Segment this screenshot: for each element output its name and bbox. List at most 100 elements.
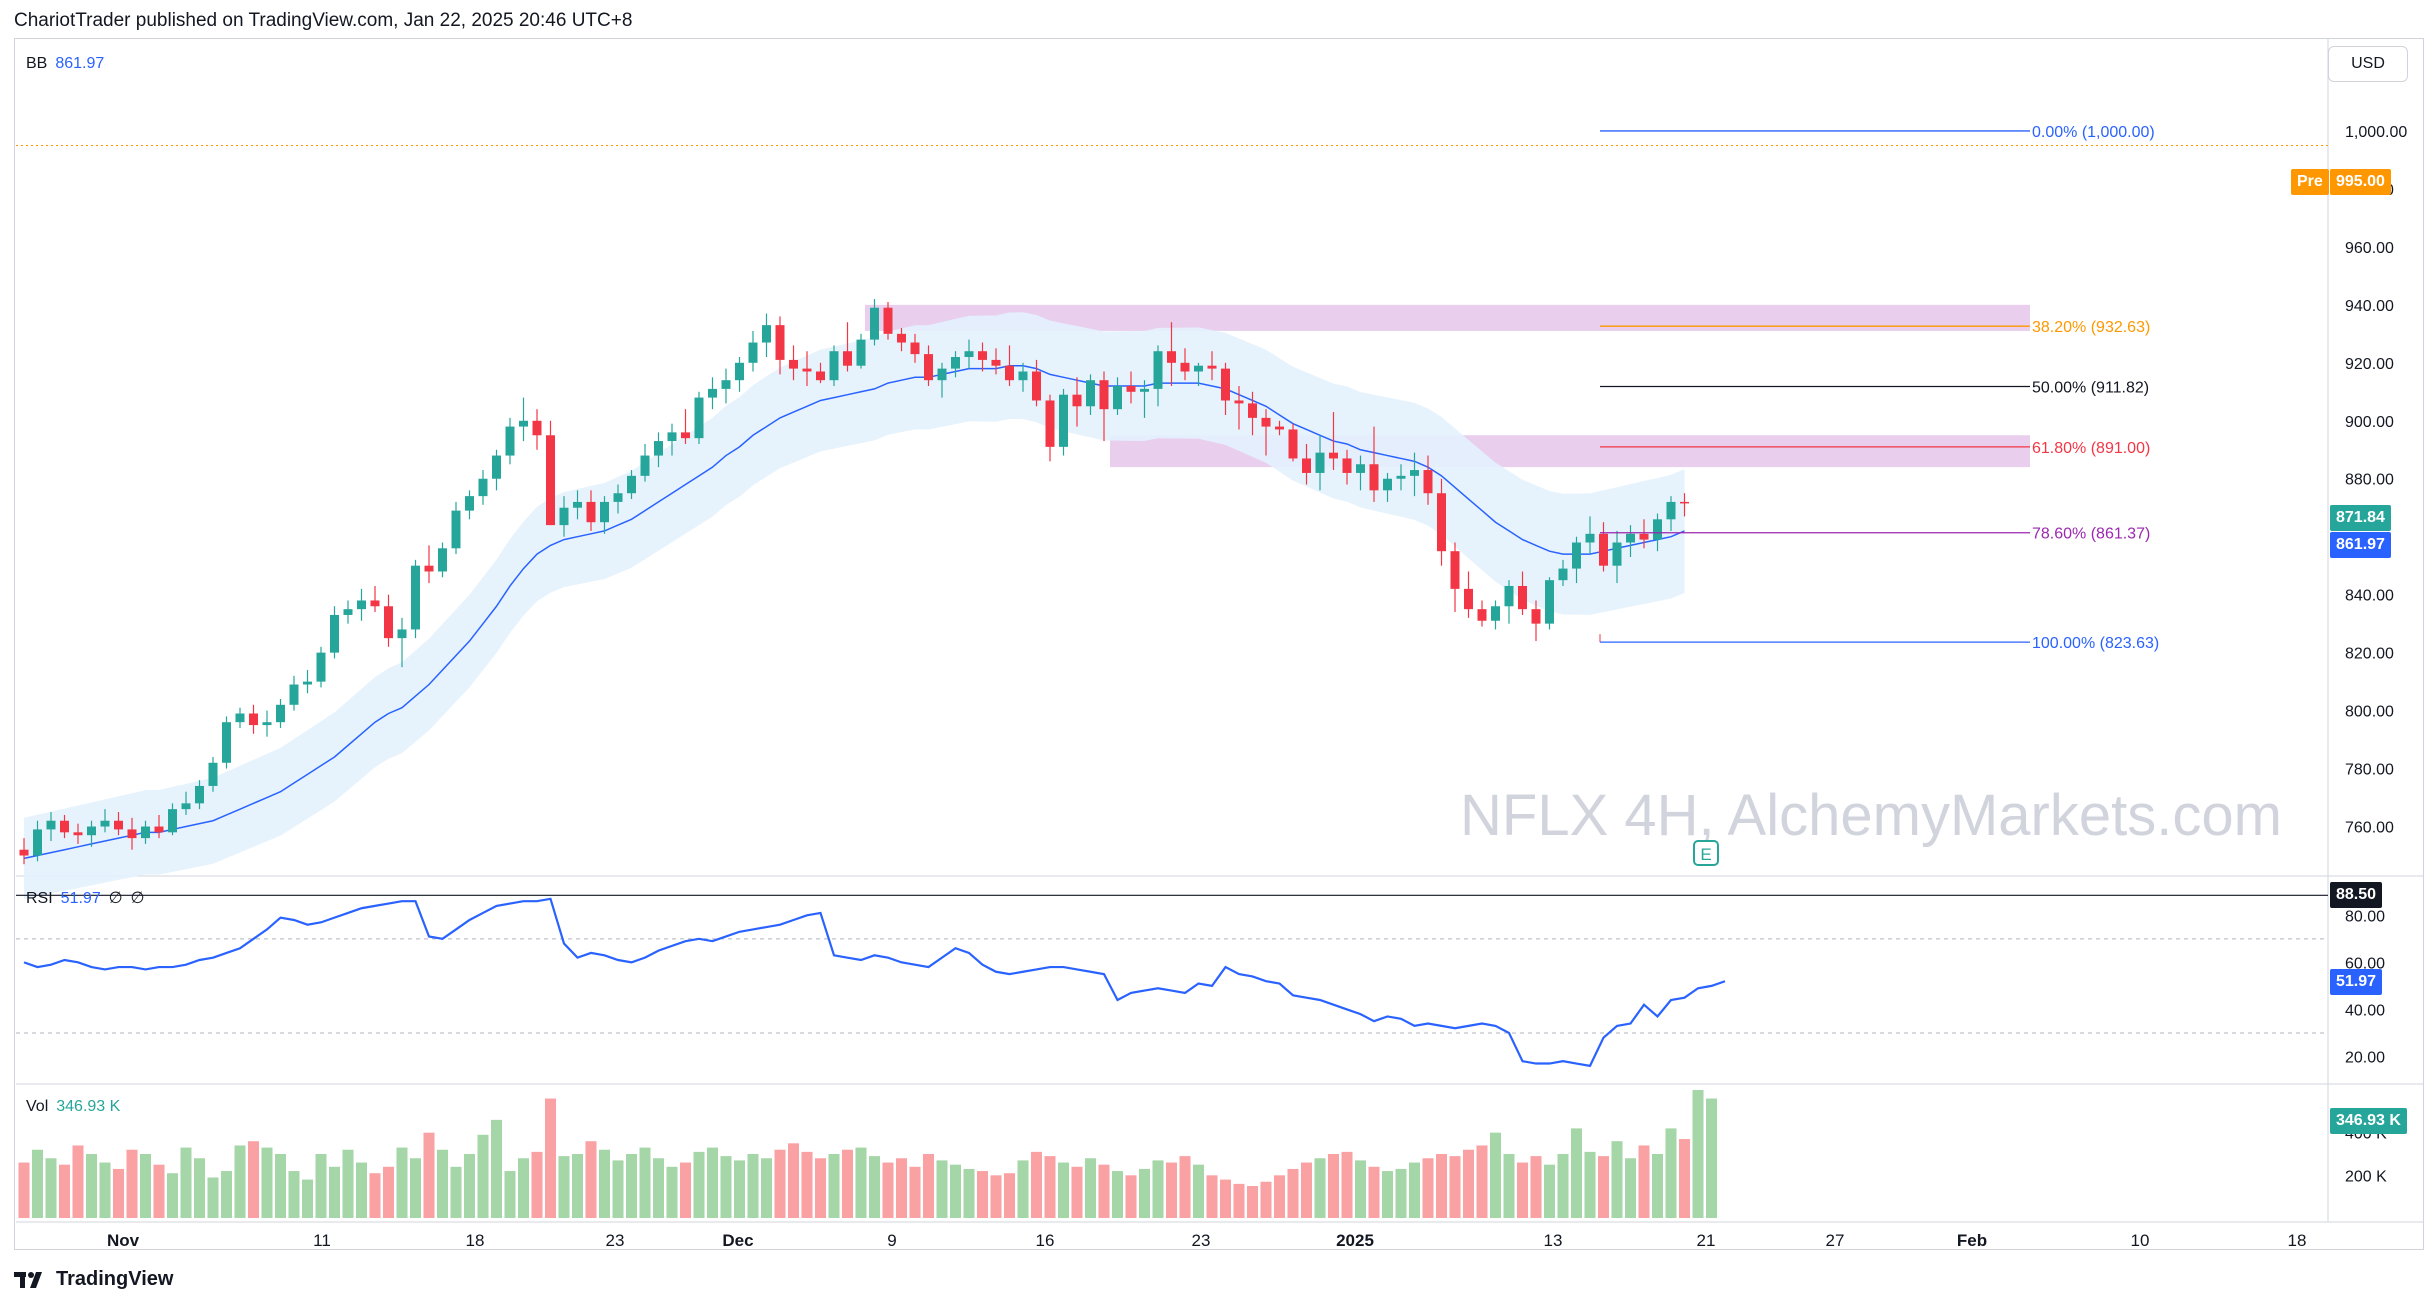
volume-bar: [639, 1147, 651, 1218]
candle-body: [1180, 362, 1190, 372]
candle-body: [1032, 371, 1041, 401]
volume-bar: [1220, 1179, 1231, 1218]
volume-bar: [842, 1149, 853, 1218]
time-tick-label: 18: [2288, 1231, 2307, 1250]
volume-bar: [126, 1149, 138, 1218]
volume-bar: [18, 1162, 30, 1218]
volume-bar: [950, 1164, 961, 1218]
time-tick-label: 16: [1036, 1231, 1055, 1250]
vol-value: 346.93 K: [56, 1098, 121, 1115]
volume-bar: [1449, 1156, 1461, 1218]
volume-bar: [1206, 1175, 1218, 1218]
candle-body: [789, 359, 798, 369]
volume-bar: [1571, 1128, 1582, 1218]
volume-bar: [1584, 1151, 1596, 1218]
candle-body: [154, 826, 164, 833]
candle-body: [1167, 351, 1176, 363]
tradingview-icon: [14, 1271, 42, 1288]
candle-body: [1666, 501, 1676, 520]
candle-body: [883, 307, 893, 334]
volume-bar: [207, 1177, 219, 1218]
bb-value: 861.97: [55, 55, 105, 72]
time-tick-label: 2025: [1336, 1231, 1374, 1250]
volume-bar: [558, 1156, 570, 1218]
candle-body: [1248, 403, 1257, 418]
volume-bar: [815, 1158, 826, 1218]
candle-body: [168, 809, 177, 833]
volume-bar: [59, 1164, 70, 1218]
vol-value-label: 346.93 K: [2330, 1108, 2407, 1134]
candlestick-series: [19, 299, 1689, 865]
candle-body: [802, 368, 812, 372]
volume-bar: [707, 1147, 718, 1218]
volume-bar: [896, 1158, 907, 1218]
tradingview-logo[interactable]: TradingView: [14, 1268, 173, 1291]
candle-body: [843, 351, 852, 366]
candle-body: [1288, 429, 1298, 459]
volume-bar: [977, 1171, 988, 1218]
volume-bar: [1530, 1156, 1542, 1218]
candle-body: [1113, 385, 1122, 410]
candle-body: [222, 722, 231, 763]
candle-body: [735, 362, 744, 381]
bb-legend[interactable]: BB 861.97: [26, 55, 104, 73]
volume-bar: [1287, 1168, 1299, 1218]
chart-frame: [14, 38, 2424, 1250]
candle-body: [1086, 380, 1095, 407]
candle-body: [195, 785, 204, 804]
candle-body: [1558, 568, 1568, 581]
volume-bar: [626, 1154, 637, 1218]
volume-bar: [383, 1166, 394, 1218]
candle-body: [1315, 452, 1325, 473]
vol-label: Vol: [26, 1098, 49, 1115]
time-tick-label: 21: [1697, 1231, 1716, 1250]
candle-body: [1464, 588, 1473, 610]
volume-bar: [855, 1147, 867, 1218]
candle-body: [829, 351, 839, 381]
price-tick-label: 820.00: [2345, 646, 2394, 663]
volume-bar: [356, 1162, 367, 1218]
price-tick-label: 1,000.00: [2345, 124, 2407, 141]
candle-body: [1491, 606, 1500, 621]
rsi-level-label: 88.50: [2330, 882, 2383, 908]
volume-bar: [666, 1166, 678, 1218]
time-tick-label: 11: [313, 1231, 331, 1250]
candle-body: [1410, 470, 1419, 476]
volume-bar: [1355, 1160, 1366, 1218]
price-tick-label: 880.00: [2345, 472, 2394, 489]
candle-body: [505, 426, 515, 456]
volume-bar: [1638, 1145, 1650, 1218]
candle-body: [411, 565, 420, 630]
price-tick-label: 840.00: [2345, 588, 2394, 605]
candle-body: [1626, 533, 1635, 543]
bb-price-label: 861.97: [2330, 532, 2391, 558]
rsi-line: [23, 897, 1726, 1068]
volume-bar: [464, 1154, 475, 1218]
candle-body: [397, 629, 407, 639]
candle-body: [1261, 417, 1271, 427]
currency-button[interactable]: USD: [2328, 46, 2408, 82]
volume-bar: [1274, 1175, 1285, 1218]
vol-legend[interactable]: Vol 346.93 K: [26, 1098, 120, 1116]
volume-bar: [194, 1158, 205, 1218]
volume-bar: [518, 1158, 529, 1218]
bb-band-fill: [24, 312, 1685, 899]
volume-bar: [1598, 1156, 1609, 1218]
candle-body: [208, 762, 218, 786]
candle-body: [100, 820, 110, 827]
candle-body: [1450, 551, 1460, 589]
candle-body: [424, 565, 434, 572]
candle-body: [559, 507, 569, 526]
volume-bar: [315, 1154, 327, 1218]
volume-bar: [1625, 1158, 1636, 1218]
volume-bar: [99, 1162, 111, 1218]
earnings-marker[interactable]: E: [1693, 840, 1719, 866]
volume-bar: [720, 1156, 732, 1218]
fib-level-label: 78.60% (861.37): [2032, 526, 2150, 543]
candle-body: [343, 609, 353, 615]
rsi-legend[interactable]: RSI 51.97 ∅ ∅: [26, 888, 145, 908]
volume-bar: [450, 1166, 462, 1218]
price-tick-label: 920.00: [2345, 356, 2394, 373]
volume-bar: [1611, 1141, 1623, 1218]
